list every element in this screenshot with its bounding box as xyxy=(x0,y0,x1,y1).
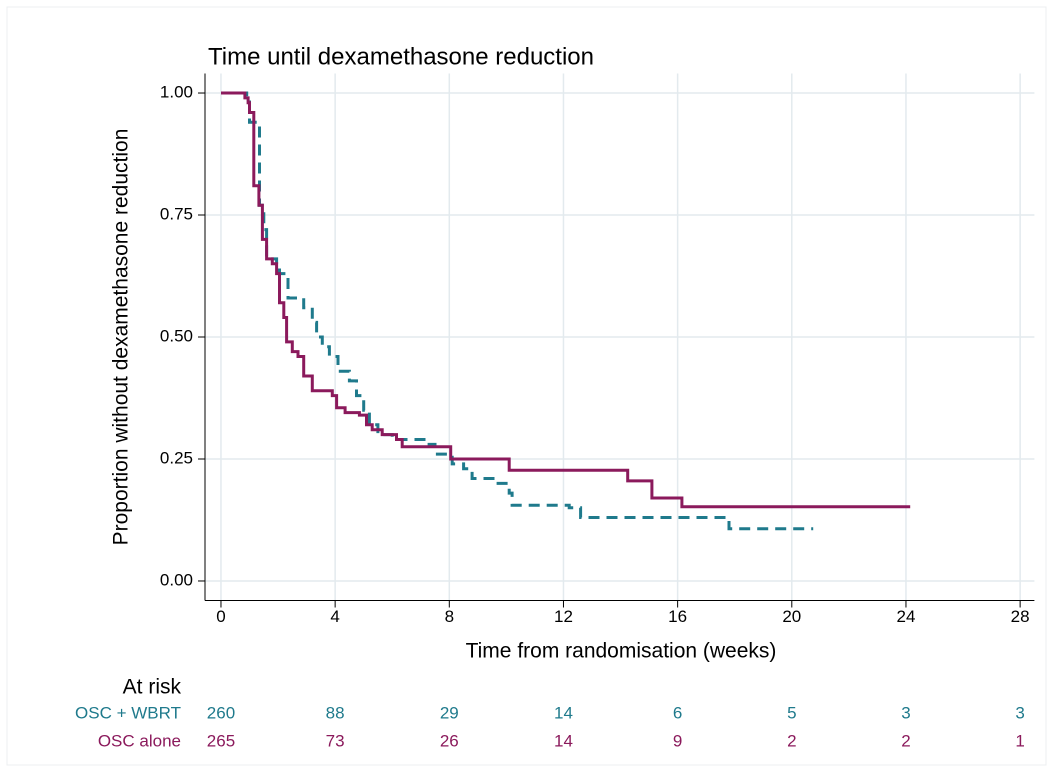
at-risk-count: 14 xyxy=(554,731,573,750)
x-axis-label: Time from randomisation (weeks) xyxy=(466,640,777,663)
at-risk-count: 265 xyxy=(207,731,235,750)
x-tick-label: 0 xyxy=(216,607,225,626)
at-risk-count: 1 xyxy=(1015,731,1024,750)
y-axis-label: Proportion without dexamethasone reducti… xyxy=(110,129,133,546)
at-risk-count: 3 xyxy=(1015,703,1024,722)
frame xyxy=(6,6,1047,766)
y-tick-label: 0.25 xyxy=(160,448,193,467)
at-risk-count: 9 xyxy=(673,731,682,750)
y-tick-label: 0.75 xyxy=(160,204,193,223)
survival-curve xyxy=(221,91,911,509)
x-tick-label: 28 xyxy=(1011,607,1030,626)
at-risk-title: At risk xyxy=(123,676,182,699)
at-risk-count: 2 xyxy=(901,731,910,750)
y-tick-label: 0.00 xyxy=(160,570,193,589)
at-risk-row-label: OSC alone xyxy=(98,731,181,750)
y-tick-label: 0.50 xyxy=(160,326,193,345)
at-risk-count: 88 xyxy=(326,703,345,722)
at-risk-count: 2 xyxy=(787,731,796,750)
at-risk-count: 260 xyxy=(207,703,235,722)
at-risk-count: 3 xyxy=(901,703,910,722)
y-tick-label: 1.00 xyxy=(160,83,193,102)
x-tick-label: 20 xyxy=(782,607,801,626)
x-tick-label: 12 xyxy=(554,607,573,626)
at-risk-count: 6 xyxy=(673,703,682,722)
at-risk-count: 26 xyxy=(440,731,459,750)
at-risk-count: 5 xyxy=(787,703,796,722)
at-risk-count: 14 xyxy=(554,703,573,722)
at-risk-count: 73 xyxy=(326,731,345,750)
x-tick-label: 4 xyxy=(330,607,339,626)
at-risk-count: 29 xyxy=(440,703,459,722)
at-risk-row-label: OSC + WBRT xyxy=(75,703,181,722)
x-tick-label: 16 xyxy=(668,607,687,626)
x-tick-label: 24 xyxy=(897,607,916,626)
chart-title: Time until dexamethasone reduction xyxy=(208,43,594,70)
x-tick-label: 8 xyxy=(445,607,454,626)
